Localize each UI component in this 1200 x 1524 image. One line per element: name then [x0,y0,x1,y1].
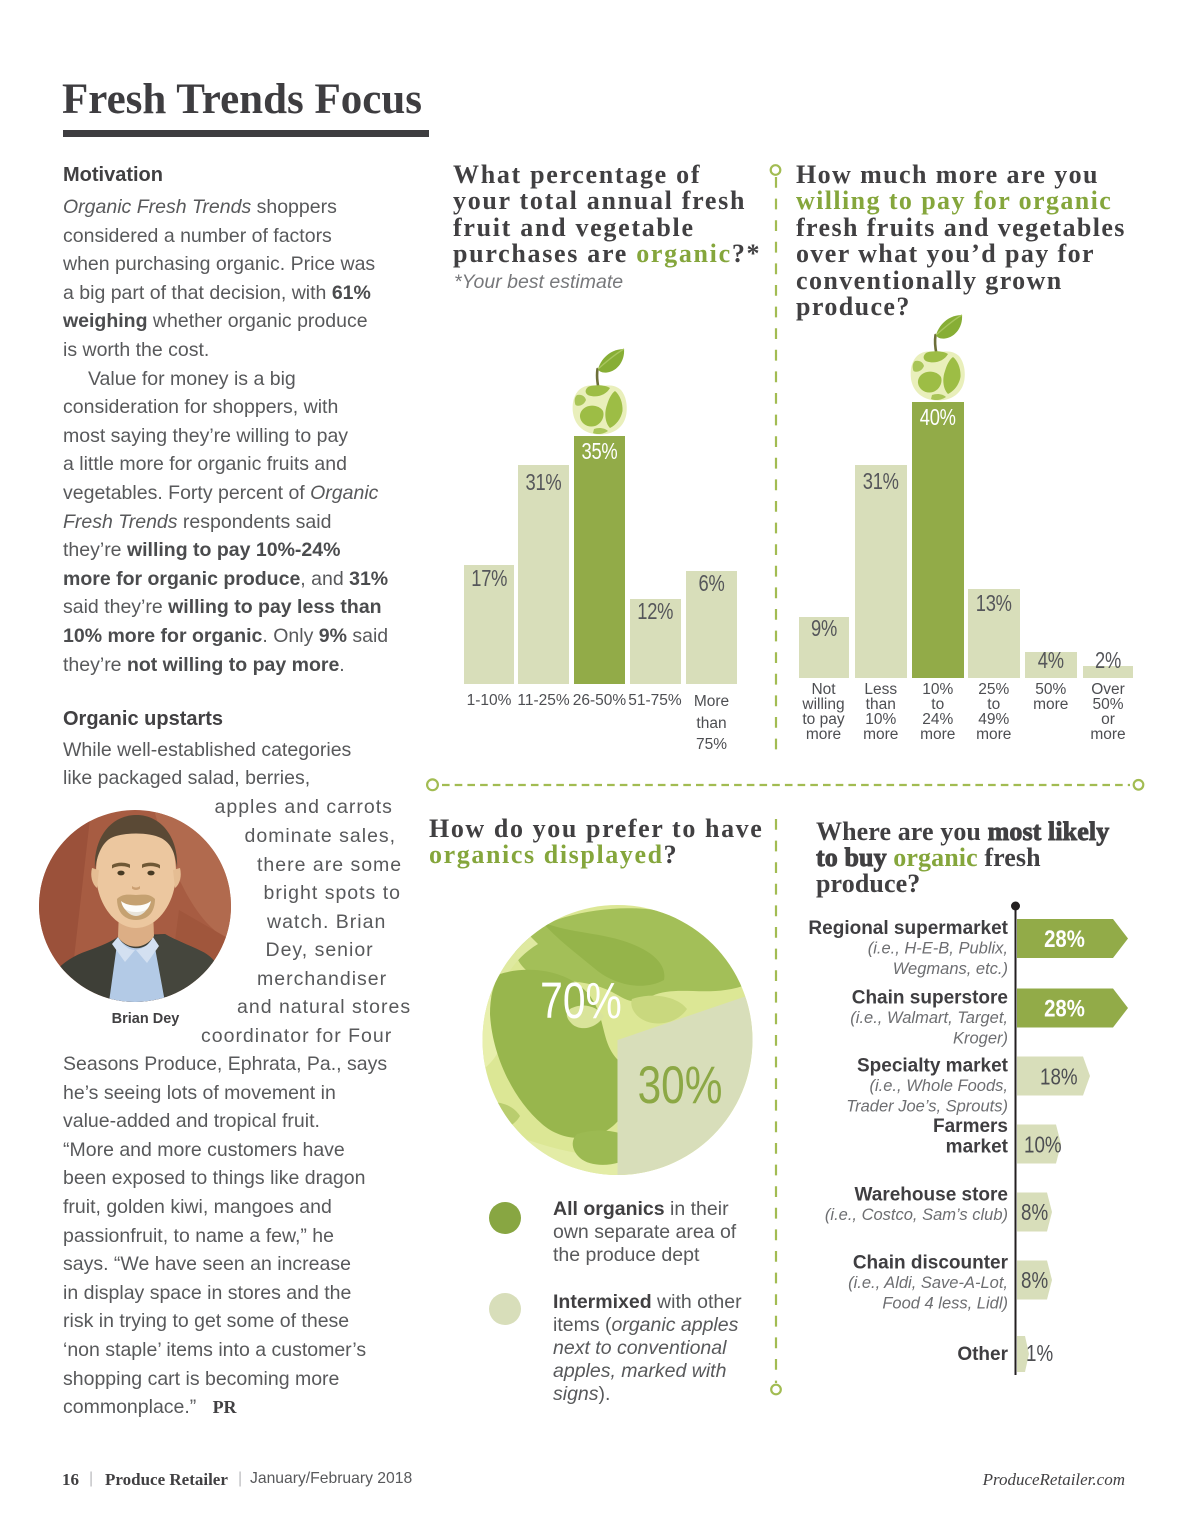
svg-text:(i.e., Costco, Sam’s club): (i.e., Costco, Sam’s club) [825,1206,1008,1224]
svg-text:market: market [946,1137,1009,1158]
svg-text:(i.e., H-E-B, Publix,: (i.e., H-E-B, Publix, [868,940,1008,958]
svg-text:Food 4 less, Lidl): Food 4 less, Lidl) [882,1295,1008,1313]
svg-text:Chain discounter: Chain discounter [853,1253,1009,1274]
svg-text:Warehouse store: Warehouse store [855,1185,1008,1206]
svg-text:Chain superstore: Chain superstore [852,988,1008,1009]
svg-text:10%: 10% [1024,1132,1062,1159]
svg-text:70%: 70% [540,972,622,1029]
svg-text:28%: 28% [1044,925,1085,952]
svg-text:Kroger): Kroger) [953,1030,1008,1048]
svg-text:(i.e., Aldi, Save-A-Lot,: (i.e., Aldi, Save-A-Lot, [848,1274,1008,1292]
svg-text:28%: 28% [1044,995,1085,1022]
svg-text:Other: Other [957,1344,1008,1365]
svg-text:30%: 30% [638,1057,723,1116]
svg-text:Regional supermarket: Regional supermarket [808,918,1008,939]
svg-text:18%: 18% [1040,1064,1078,1091]
svg-text:8%: 8% [1021,1199,1048,1226]
svg-text:Trader Joe’s, Sprouts): Trader Joe’s, Sprouts) [846,1098,1008,1116]
svg-text:8%: 8% [1021,1267,1048,1294]
svg-text:Wegmans, etc.): Wegmans, etc.) [893,960,1008,978]
svg-text:Farmers: Farmers [933,1116,1008,1137]
svg-text:Specialty market: Specialty market [857,1056,1009,1077]
svg-text:(i.e., Whole Foods,: (i.e., Whole Foods, [870,1077,1008,1095]
svg-text:1%: 1% [1026,1340,1053,1367]
svg-text:(i.e., Walmart, Target,: (i.e., Walmart, Target, [850,1009,1008,1027]
